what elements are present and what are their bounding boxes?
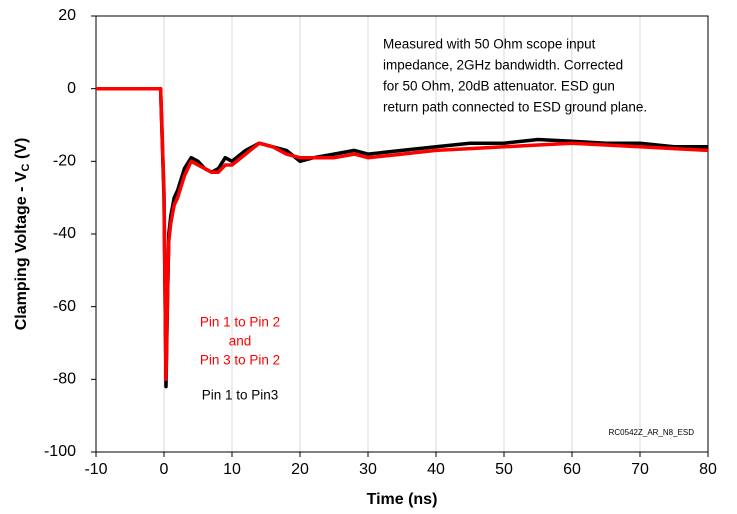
note: for 50 Ohm, 20dB attenuator. ESD gun bbox=[383, 79, 615, 94]
series-label: Pin 1 to Pin 2 bbox=[200, 315, 280, 330]
x-tick-label: 0 bbox=[160, 461, 169, 478]
y-tick-label: -80 bbox=[53, 371, 76, 388]
y-axis-label-part: Clamping Voltage - V bbox=[13, 171, 30, 330]
x-tick-label: 40 bbox=[427, 461, 445, 478]
x-tick-label: 50 bbox=[495, 461, 513, 478]
x-tick-label: -10 bbox=[84, 461, 107, 478]
y-axis-label-sub: C bbox=[20, 163, 32, 171]
series-label: and bbox=[229, 334, 252, 349]
plot-frame bbox=[95, 15, 709, 453]
y-axis-label: Clamping Voltage - VC (V) bbox=[13, 138, 32, 331]
x-tick-label: 60 bbox=[563, 461, 581, 478]
x-tick-label: 10 bbox=[223, 461, 241, 478]
y-tick-label: -20 bbox=[53, 153, 76, 170]
y-axis-label-part: (V) bbox=[13, 138, 30, 164]
x-tick-label: 20 bbox=[291, 461, 309, 478]
x-tick-label: 70 bbox=[631, 461, 649, 478]
y-tick-label: 20 bbox=[58, 7, 76, 24]
x-tick-label: 80 bbox=[699, 461, 717, 478]
y-tick-label: -40 bbox=[53, 225, 76, 242]
y-tick-label: -100 bbox=[44, 443, 76, 460]
series-label: Pin 3 to Pin 2 bbox=[200, 353, 280, 368]
x-axis-label: Time (ns) bbox=[367, 491, 438, 508]
x-tick-label: 30 bbox=[359, 461, 377, 478]
figure-code: RC0542Z_AR_N8_ESD bbox=[609, 428, 695, 437]
note: return path connected to ESD ground plan… bbox=[383, 100, 647, 115]
note: impedance, 2GHz bandwidth. Corrected bbox=[383, 58, 623, 73]
y-tick-label: -60 bbox=[53, 298, 76, 315]
y-tick-label: 0 bbox=[67, 80, 76, 97]
data-line bbox=[96, 86, 709, 382]
series-label: Pin 1 to Pin3 bbox=[202, 388, 279, 403]
note: Measured with 50 Ohm scope input bbox=[383, 37, 596, 52]
data-line bbox=[96, 86, 708, 389]
